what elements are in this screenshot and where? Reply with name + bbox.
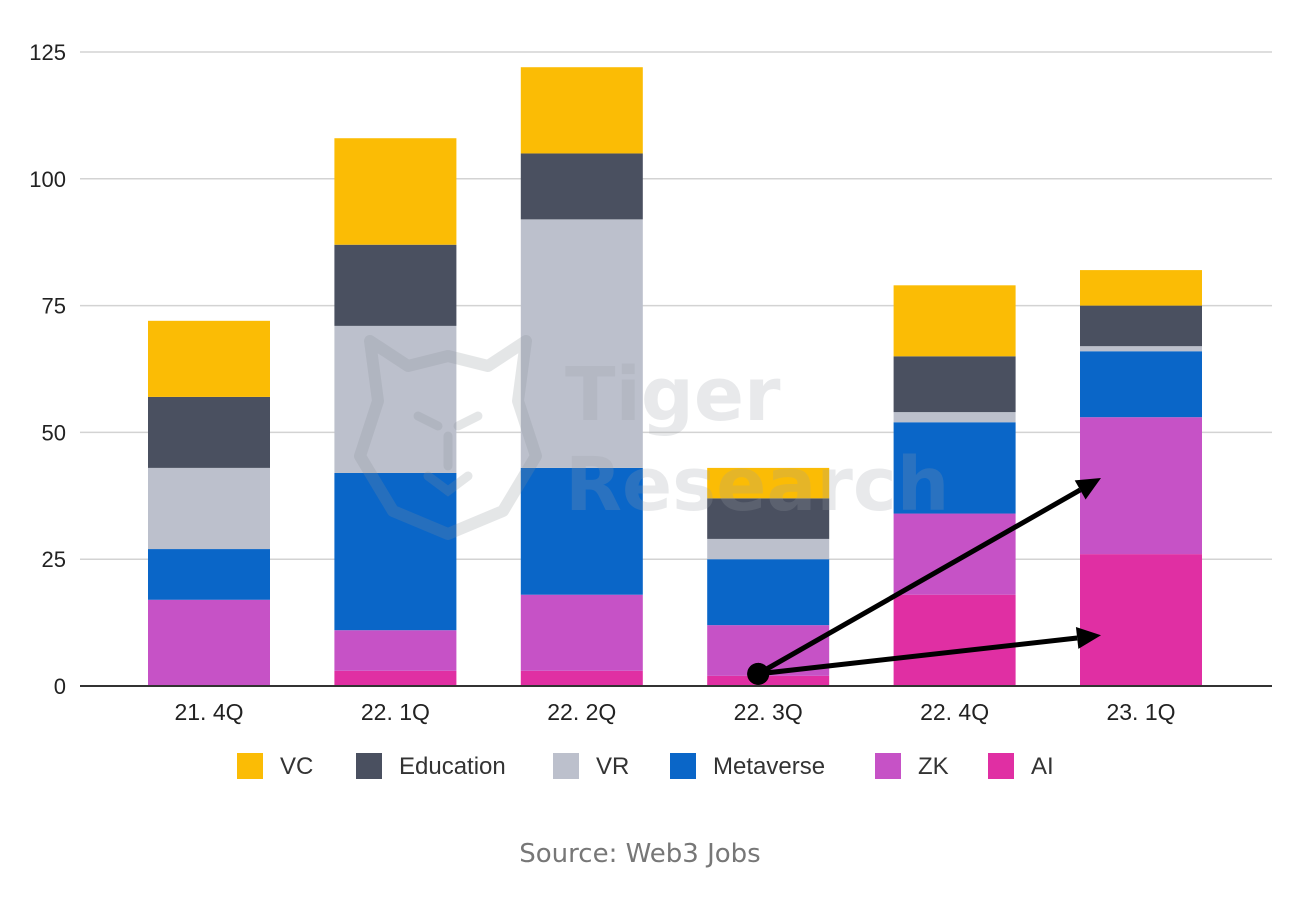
bar-stack [893,285,1016,686]
legend-swatch [237,753,263,779]
gridlines [80,51,1272,560]
x-tick-label: 22. 4Q [920,699,989,725]
bar-segment-education [707,498,830,539]
watermark-line2: Research [565,442,949,528]
bar-segment-vr [334,325,457,473]
bar-segment-zk [520,594,643,671]
x-tick-label: 22. 2Q [547,699,616,725]
legend-item-education: Education [356,753,506,780]
x-tick-label: 22. 3Q [734,699,803,725]
bar-stack [520,67,643,686]
x-tick-label: 23. 1Q [1106,699,1175,725]
bar-segment-ai [707,675,830,686]
y-tick-label: 0 [54,674,66,699]
arrow-head [1075,627,1101,649]
legend-item-zk: ZK [875,753,949,780]
bar-segment-ai [334,670,457,686]
legend-label: VR [596,753,629,780]
x-axis-labels: 21. 4Q 22. 1Q 22. 2Q 22. 3Q 22. 4Q 23. 1Q [174,699,1175,725]
bar-segment-education [1080,305,1202,347]
legend-swatch [356,753,382,779]
legend-label: Metaverse [713,753,825,780]
bar-stack [1080,270,1202,686]
legend-label: Education [399,753,506,780]
y-axis-ticks: 0 25 50 75 100 125 [29,40,66,699]
bar-segment-education [893,356,1016,413]
bar-segment-zk [893,513,1016,595]
y-tick-label: 125 [29,40,66,65]
bar-segment-vr [1080,346,1202,352]
tiger-logo-icon [354,335,542,540]
bar-segment-zk [148,599,270,686]
y-tick-label: 75 [42,294,66,319]
legend-swatch [670,753,696,779]
bar-segment-ai [1080,554,1202,686]
legend-swatch [553,753,579,779]
bar-segment-metaverse [520,467,643,595]
bar-segment-vc [893,285,1016,357]
watermark-line1: Tiger [565,352,781,438]
trend-arrows [747,478,1101,685]
legend-label: AI [1031,753,1054,780]
bar-stack [334,138,457,686]
legend-item-metaverse: Metaverse [670,753,825,780]
y-tick-label: 50 [42,420,66,445]
bar-segment-vc [334,138,457,245]
bar-segment-metaverse [148,549,270,600]
legend-swatch [988,753,1014,779]
legend-swatch [875,753,901,779]
bar-stack [707,467,830,686]
bar-segment-vc [1080,270,1202,306]
bar-segment-ai [520,670,643,686]
x-tick-label: 22. 1Q [361,699,430,725]
source-note: Source: Web3 Jobs [519,839,760,869]
legend-item-vr: VR [553,753,629,780]
bar-segment-metaverse [1080,351,1202,418]
bar-segment-vc [707,467,830,499]
bar-segment-zk [334,630,457,671]
bar-segment-education [148,396,270,468]
bar-stack [148,320,270,686]
bar-segment-vr [520,219,643,468]
arrow-origin-dot [747,662,770,685]
legend-item-vc: VC [237,753,313,780]
arrow-head [1074,478,1101,500]
bar-segment-zk [1080,417,1202,555]
bar-segment-vc [148,320,270,397]
bar-segment-metaverse [334,472,457,631]
bar-segment-vr [893,412,1016,423]
bar-segment-metaverse [893,422,1016,514]
x-tick-label: 21. 4Q [174,699,243,725]
legend: VC Education VR Metaverse ZK AI [237,753,1054,780]
bar-segment-vc [520,67,643,154]
legend-label: ZK [918,753,949,780]
legend-label: VC [280,753,313,780]
bar-segment-ai [893,594,1016,686]
arrow-shaft [756,487,1082,677]
legend-item-ai: AI [988,753,1054,780]
bar-segment-vr [148,467,270,550]
bar-segment-education [520,153,643,220]
watermark: Tiger Research [354,335,949,540]
bars [148,67,1202,686]
y-tick-label: 25 [42,547,66,572]
bar-segment-vr [707,538,830,560]
bar-segment-education [334,244,457,326]
bar-segment-metaverse [707,559,830,626]
arrow-shaft [757,635,1078,677]
y-tick-label: 100 [29,167,66,192]
